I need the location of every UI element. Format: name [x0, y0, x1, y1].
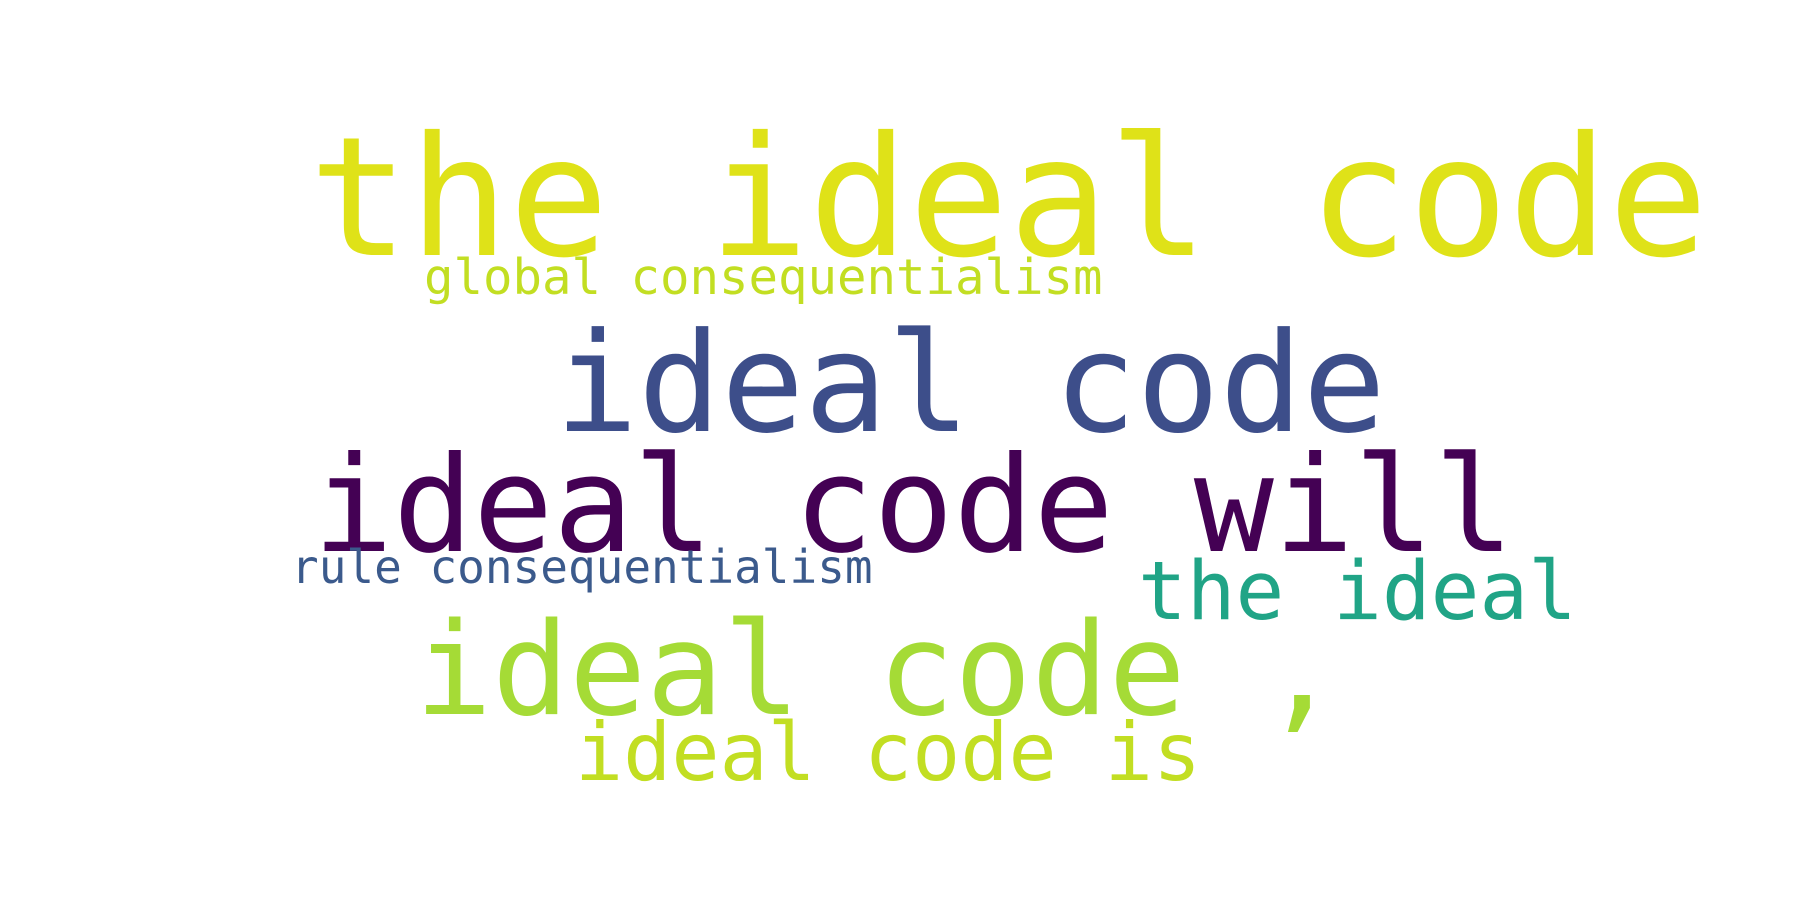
word-ideal-code-is: ideal code is	[575, 706, 1202, 799]
word-the-ideal-code: the ideal code	[309, 102, 1709, 295]
word-ideal-code: ideal code	[555, 303, 1386, 464]
word-the-ideal: the ideal	[1138, 545, 1577, 639]
word-ideal-code-comma: ideal code ,	[415, 596, 1340, 745]
word-global-consequentialism: global consequentialism	[424, 249, 1103, 306]
word-ideal-code-will: ideal code will	[313, 429, 1515, 583]
word-rule-consequentialism: rule consequentialism	[291, 540, 873, 594]
